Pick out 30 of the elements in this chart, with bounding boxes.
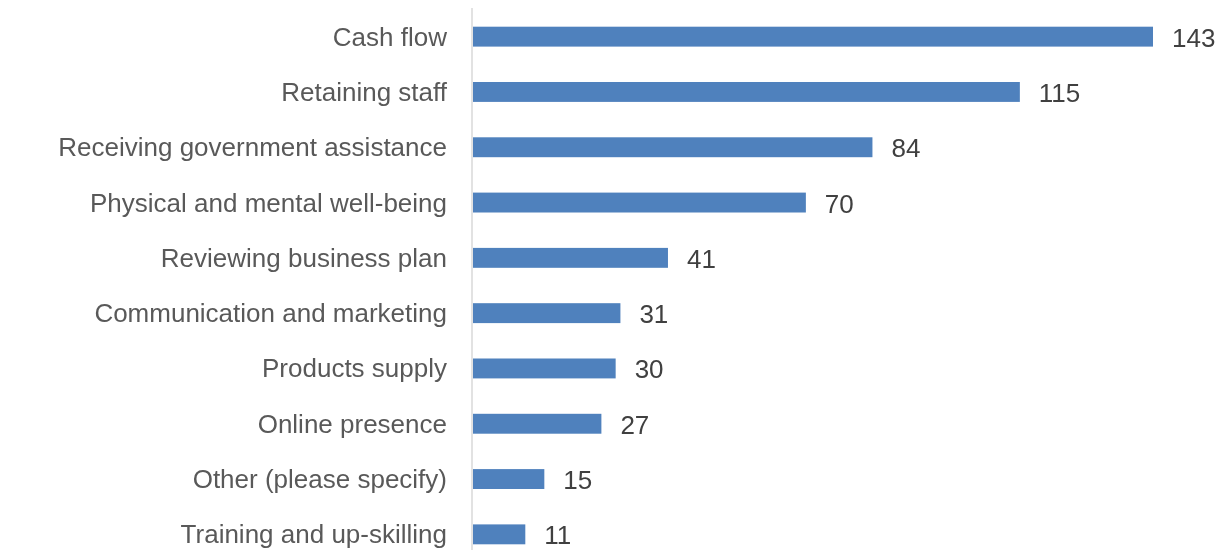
y-tick-label: Other (please specify) bbox=[192, 464, 447, 495]
data-label: 84 bbox=[891, 133, 921, 164]
data-label: 27 bbox=[620, 409, 650, 440]
y-tick-label: Retaining staff bbox=[281, 76, 448, 107]
data-label: 41 bbox=[686, 243, 716, 274]
bar bbox=[473, 303, 621, 324]
bar bbox=[473, 82, 1020, 102]
y-tick-label: Physical and mental well-being bbox=[90, 187, 447, 218]
data-label: 143 bbox=[1172, 22, 1216, 53]
bar bbox=[473, 192, 806, 213]
bar bbox=[473, 358, 616, 379]
data-label: 70 bbox=[824, 188, 854, 219]
bar bbox=[473, 26, 1153, 47]
data-label: 30 bbox=[634, 354, 664, 385]
bar bbox=[473, 524, 526, 545]
bar bbox=[473, 413, 602, 434]
y-tick-label: Products supply bbox=[262, 353, 447, 384]
data-label: 115 bbox=[1038, 77, 1081, 108]
y-tick-label: Cash flow bbox=[332, 21, 448, 52]
bar bbox=[473, 137, 873, 158]
y-tick-label: Receiving government assistance bbox=[58, 132, 447, 163]
y-tick-label: Reviewing business plan bbox=[160, 242, 447, 273]
data-label: 11 bbox=[544, 520, 572, 550]
y-tick-label: Online presence bbox=[257, 408, 447, 439]
data-label: 31 bbox=[639, 299, 669, 330]
data-label: 15 bbox=[563, 465, 593, 496]
bar bbox=[473, 469, 545, 489]
bar bbox=[473, 247, 668, 268]
y-tick-label: Communication and marketing bbox=[94, 298, 447, 329]
y-tick-label: Training and up-skilling bbox=[180, 519, 447, 550]
